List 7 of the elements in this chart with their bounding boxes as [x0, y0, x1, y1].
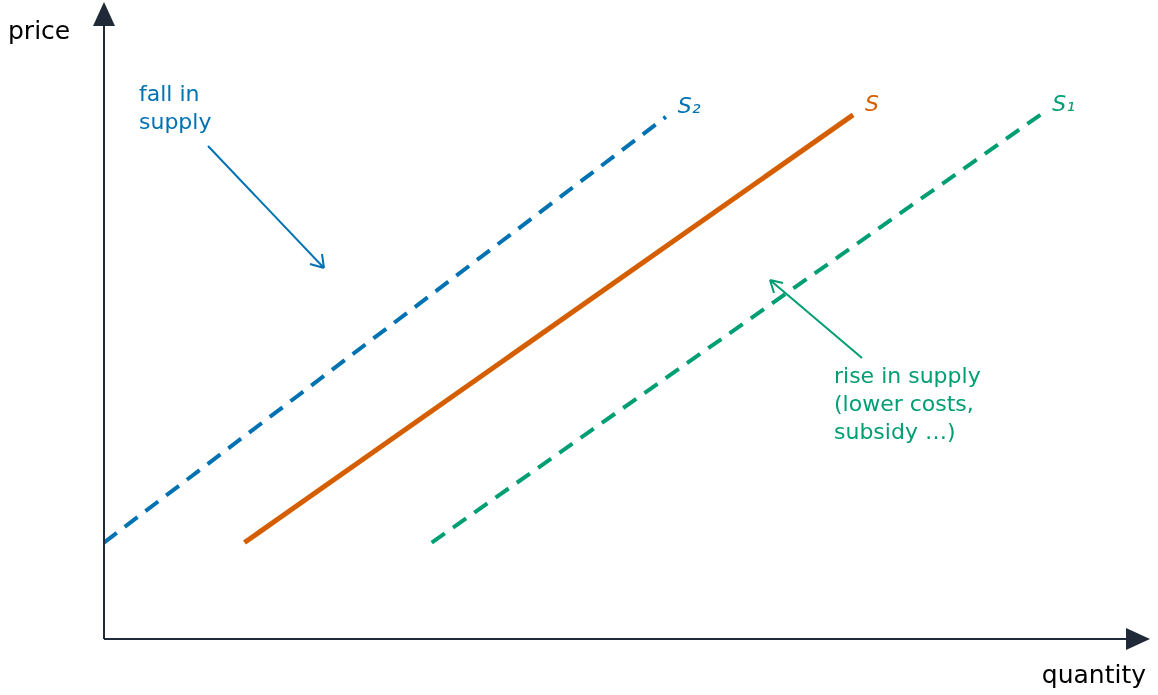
series-label: S₂ [677, 92, 701, 118]
annotation: fall in supply [139, 80, 212, 136]
annotation: rise in supply (lower costs, subsidy …) [834, 362, 981, 446]
series-label: S₁ [1052, 90, 1076, 116]
series-label: S [865, 90, 880, 116]
x-axis-title: quantity [1041, 660, 1146, 689]
y-axis-title: price [8, 16, 71, 45]
